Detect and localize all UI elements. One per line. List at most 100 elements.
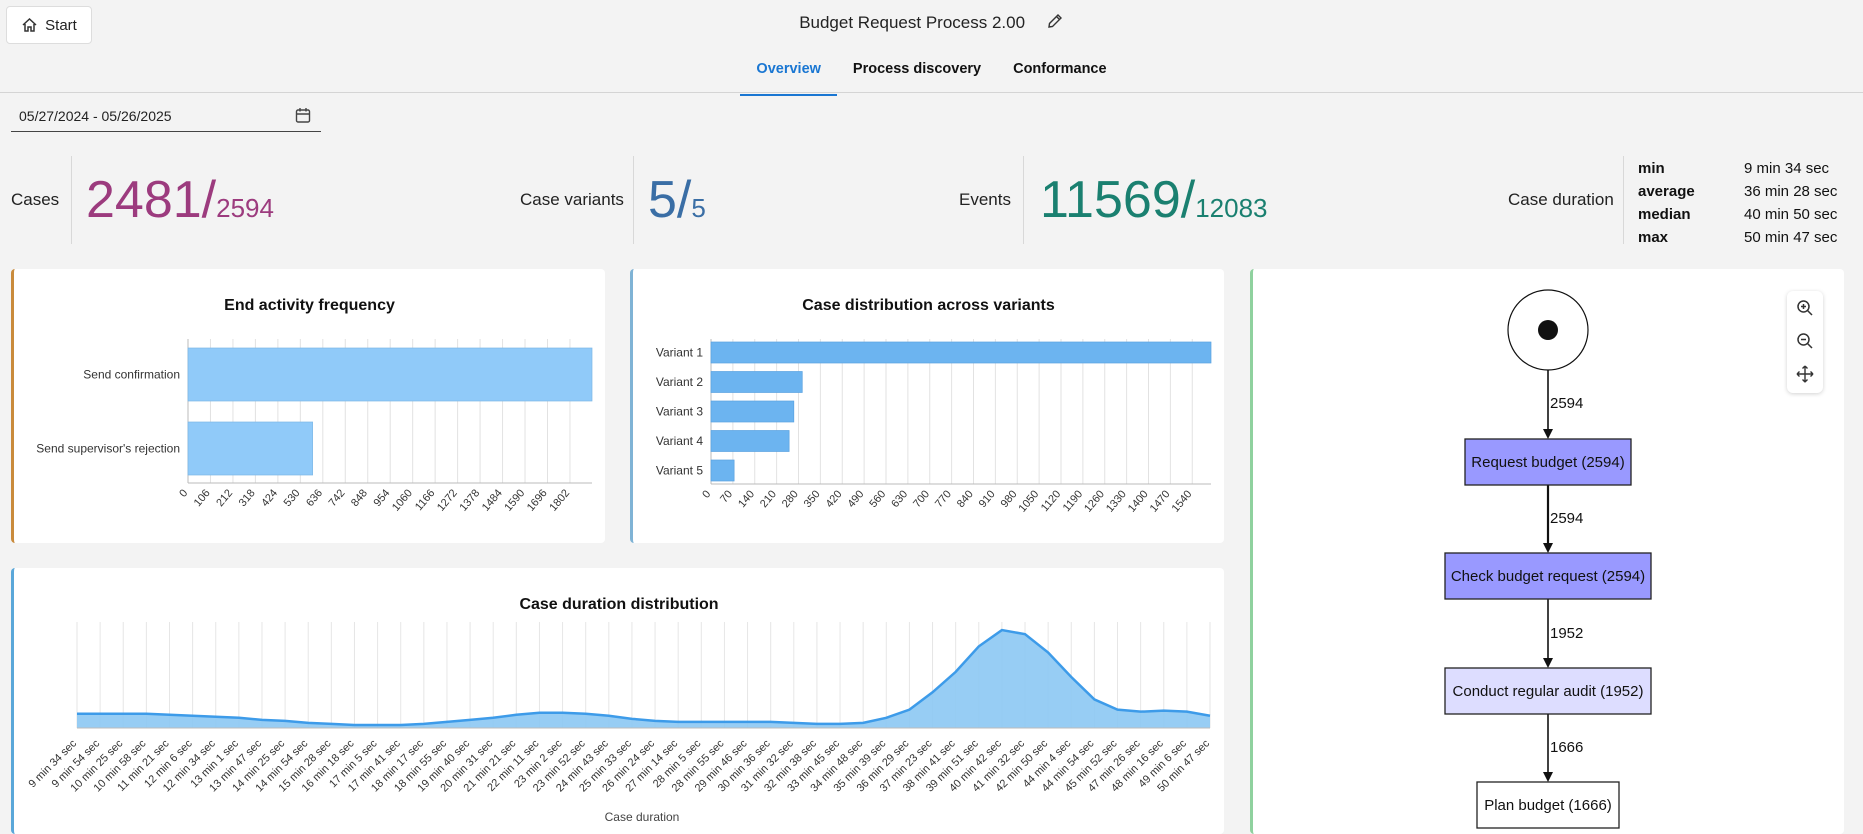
page-title: Budget Request Process 2.00 xyxy=(0,12,1863,35)
process-map[interactable]: 2594 2594 1952 1666 Request budget (2594) Che… xyxy=(1253,269,1844,834)
events-count: 11569/ xyxy=(1040,171,1196,229)
chart-title: Case distribution across variants xyxy=(802,297,1055,314)
activity-node xyxy=(1444,667,1652,715)
category-label: Send confirmation xyxy=(83,368,180,382)
start-node-dot xyxy=(1538,320,1558,340)
x-tick-label: 1050 xyxy=(1016,488,1041,514)
bar xyxy=(710,371,803,393)
x-tick-label: 1484 xyxy=(480,487,505,513)
cases-count: 2481/ xyxy=(86,171,217,229)
variant-distribution-card: Case distribution across variants 0 70 140… xyxy=(630,269,1224,543)
duration-value: 9 min 34 sec xyxy=(1744,160,1830,177)
duration-row-min: min 9 min 34 sec xyxy=(1638,157,1837,180)
x-tick-label: 1260 xyxy=(1082,488,1107,514)
bar xyxy=(187,347,593,402)
x-tick-label: 840 xyxy=(955,488,976,510)
x-tick-label: 530 xyxy=(282,487,303,509)
end-activity-chart: 0 106 212 318 424 530 636 742 848 954106011661272… xyxy=(36,339,593,514)
cases-total: 2594 xyxy=(216,193,274,223)
zoom-in-icon[interactable] xyxy=(1796,299,1814,317)
x-tick-label: 630 xyxy=(889,488,910,510)
duration-key: average xyxy=(1638,183,1695,200)
tab-conformance[interactable]: Conformance xyxy=(1013,61,1107,77)
events-total: 12083 xyxy=(1195,193,1268,223)
process-title: Budget Request Process 2.00 xyxy=(799,12,1026,32)
category-label: Variant 3 xyxy=(656,405,703,419)
date-range-field[interactable]: 05/27/2024 - 05/26/2025 xyxy=(11,104,321,132)
x-tick-label: 70 xyxy=(718,488,735,505)
x-tick-label: 770 xyxy=(933,488,954,510)
start-button[interactable]: Start xyxy=(6,6,92,44)
x-tick-label: 848 xyxy=(349,487,370,509)
x-tick-label: 1060 xyxy=(390,487,415,513)
edge-arrow xyxy=(1543,543,1553,553)
duration-stats: min 9 min 34 sec average 36 min 28 sec med… xyxy=(1638,157,1837,249)
home-icon xyxy=(22,17,37,32)
x-tick-label: 1802 xyxy=(547,487,572,513)
activity-label: Conduct regular audit (1952) xyxy=(1453,683,1644,700)
duration-key: max xyxy=(1638,229,1669,246)
x-tick-label: 1696 xyxy=(525,487,550,513)
tab-overview[interactable]: Overview xyxy=(740,58,837,96)
x-tick-label: 1190 xyxy=(1061,488,1085,514)
calendar-icon[interactable] xyxy=(295,107,311,129)
activity-node xyxy=(1464,438,1632,486)
duration-row-max: max 50 min 47 sec xyxy=(1638,226,1837,249)
area-fill xyxy=(77,630,1210,728)
bar xyxy=(710,400,795,423)
variants-count: 5/ xyxy=(648,171,692,229)
bar xyxy=(710,459,735,482)
date-range-value: 05/27/2024 - 05/26/2025 xyxy=(19,108,172,124)
kpi-divider xyxy=(633,156,634,244)
category-label: Variant 5 xyxy=(656,464,703,478)
edge-label: 2594 xyxy=(1550,395,1583,412)
variant-distribution-chart: 0 70 140 210 280 350 420 490 560 630 700 770 840 910 9… xyxy=(656,339,1212,515)
duration-value: 36 min 28 sec xyxy=(1744,183,1838,200)
duration-key: min xyxy=(1638,160,1665,177)
duration-key: median xyxy=(1638,206,1691,223)
variants-value: 5/5 xyxy=(648,174,706,226)
tab-process-discovery[interactable]: Process discovery xyxy=(852,61,982,77)
edge-arrow xyxy=(1543,658,1553,668)
x-tick-label: 212 xyxy=(214,487,235,509)
zoom-out-icon[interactable] xyxy=(1796,332,1814,350)
kpi-divider xyxy=(71,156,72,244)
x-tick-label: 1400 xyxy=(1126,488,1151,514)
x-tick-label: 420 xyxy=(824,488,845,510)
category-label: Variant 2 xyxy=(656,375,703,389)
activity-node xyxy=(1476,781,1620,829)
x-tick-label: 490 xyxy=(845,488,866,510)
tab-bar: Overview Process discovery Conformance xyxy=(0,58,1863,96)
pan-icon[interactable] xyxy=(1796,365,1814,383)
edge-label: 1666 xyxy=(1550,739,1583,756)
bar xyxy=(187,421,313,476)
category-label: Variant 4 xyxy=(656,434,703,448)
map-zoom-controls xyxy=(1787,291,1823,393)
x-axis-title: Case duration xyxy=(605,810,680,824)
chart-title: Case duration distribution xyxy=(519,596,719,613)
edge-label: 2594 xyxy=(1550,510,1583,527)
x-tick-label: 424 xyxy=(259,487,280,509)
chart-title: End activity frequency xyxy=(224,297,395,314)
activity-label: Request budget (2594) xyxy=(1471,454,1624,471)
edit-pencil-icon[interactable] xyxy=(1046,12,1064,35)
variants-label: Case variants xyxy=(520,190,624,209)
kpi-divider xyxy=(1623,156,1624,244)
edge-arrow xyxy=(1543,772,1553,782)
category-label: Send supervisor's rejection xyxy=(36,442,180,456)
activity-node xyxy=(1444,552,1652,600)
edge-arrow xyxy=(1543,429,1553,439)
duration-distribution-card: Case duration distribution 9 min 34 sec 9… xyxy=(11,568,1224,834)
x-tick-label: 1166 xyxy=(413,487,437,513)
x-tick-label: 0 xyxy=(700,488,713,500)
x-tick-label: 210 xyxy=(758,488,779,510)
kpi-divider xyxy=(1023,156,1024,244)
series-line xyxy=(77,628,1211,727)
x-tick-label: 280 xyxy=(780,488,801,510)
duration-row-median: median 40 min 50 sec xyxy=(1638,203,1837,226)
duration-label: Case duration xyxy=(1508,190,1614,209)
activity-label: Plan budget (1666) xyxy=(1484,797,1612,814)
events-value: 11569/12083 xyxy=(1040,174,1268,226)
x-tick-label: 742 xyxy=(327,487,348,509)
